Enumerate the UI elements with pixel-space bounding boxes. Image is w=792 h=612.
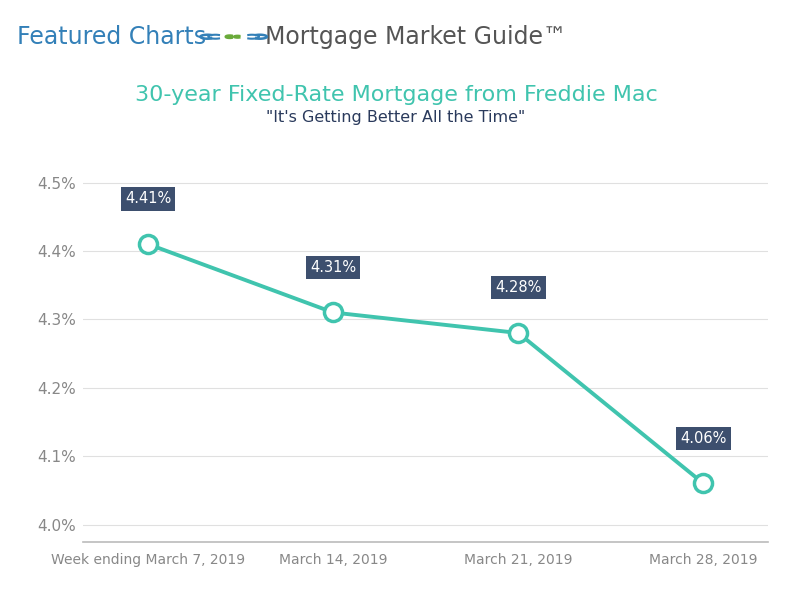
Text: Mortgage Market Guide™: Mortgage Market Guide™ xyxy=(265,24,567,49)
Text: 4.31%: 4.31% xyxy=(310,260,356,275)
Text: 30-year Fixed-Rate Mortgage from Freddie Mac: 30-year Fixed-Rate Mortgage from Freddie… xyxy=(135,85,657,105)
Text: 4.06%: 4.06% xyxy=(680,431,726,446)
Text: 4.28%: 4.28% xyxy=(495,280,542,296)
Text: "It's Getting Better All the Time": "It's Getting Better All the Time" xyxy=(266,110,526,125)
Text: 4.41%: 4.41% xyxy=(125,192,171,206)
Text: Featured Charts: Featured Charts xyxy=(17,24,206,49)
